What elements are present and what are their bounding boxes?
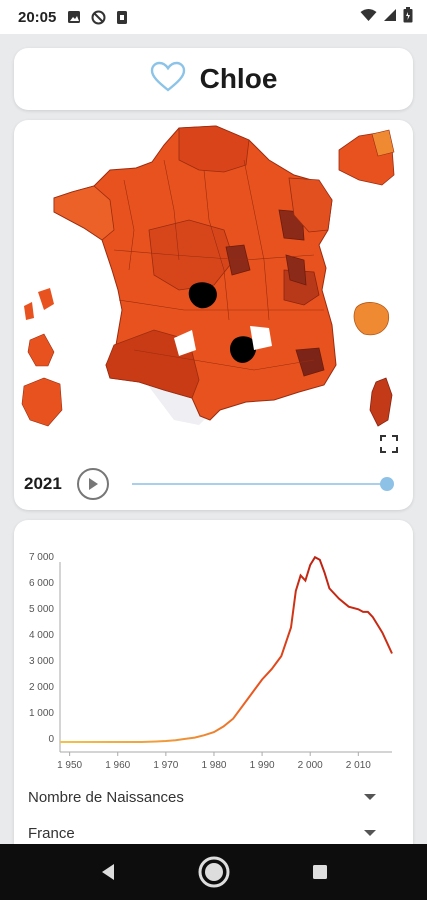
y-tick-label: 4 000 bbox=[29, 630, 54, 641]
image-icon bbox=[66, 9, 82, 25]
births-line-chart: 0 1 000 2 000 3 000 4 000 5 000 6 000 7 000 1 9… bbox=[29, 552, 393, 771]
status-time: 20:05 bbox=[18, 8, 57, 26]
play-button[interactable] bbox=[77, 468, 109, 500]
y-tick-label: 6 000 bbox=[29, 578, 54, 589]
wifi-icon bbox=[360, 8, 377, 27]
y-tick-label: 7 000 bbox=[29, 552, 54, 563]
france-choropleth-map[interactable] bbox=[14, 120, 413, 450]
x-tick-label: 2 010 bbox=[346, 760, 371, 771]
chevron-down-icon bbox=[364, 830, 376, 836]
status-bar: 20:05 bbox=[0, 0, 427, 34]
name-card: Chloe bbox=[14, 48, 413, 110]
x-tick-label: 1 960 bbox=[105, 760, 130, 771]
area-dropdown[interactable]: France bbox=[28, 820, 384, 846]
battery-icon bbox=[403, 6, 413, 28]
map-card: 2021 bbox=[14, 120, 413, 510]
back-triangle-icon bbox=[101, 864, 114, 880]
recents-square-icon bbox=[312, 865, 327, 879]
x-tick-label: 1 980 bbox=[201, 760, 226, 771]
area-dropdown-label: France bbox=[28, 824, 75, 842]
y-tick-label: 1 000 bbox=[29, 708, 54, 719]
chart-card: 0 1 000 2 000 3 000 4 000 5 000 6 000 7 000 1 9… bbox=[14, 520, 413, 860]
x-tick-label: 1 990 bbox=[250, 760, 275, 771]
home-button[interactable] bbox=[194, 852, 234, 892]
signal-icon bbox=[383, 8, 397, 27]
x-tick-label: 1 950 bbox=[57, 760, 82, 771]
play-icon bbox=[89, 478, 98, 490]
home-circle-icon bbox=[198, 856, 229, 888]
first-name-title: Chloe bbox=[199, 63, 278, 94]
recents-button[interactable] bbox=[300, 852, 340, 892]
y-tick-label: 5 000 bbox=[29, 604, 54, 615]
y-tick-label: 0 bbox=[48, 734, 54, 745]
x-tick-label: 2 000 bbox=[298, 760, 323, 771]
sync-blocked-icon bbox=[90, 9, 106, 25]
year-slider[interactable] bbox=[132, 476, 394, 492]
year-slider-thumb[interactable] bbox=[380, 477, 394, 491]
y-tick-label: 3 000 bbox=[29, 656, 54, 667]
metric-dropdown[interactable]: Nombre de Naissances bbox=[28, 784, 384, 810]
x-tick-label: 1 970 bbox=[153, 760, 178, 771]
fullscreen-icon[interactable] bbox=[379, 434, 399, 454]
metric-dropdown-label: Nombre de Naissances bbox=[28, 788, 184, 806]
back-button[interactable] bbox=[88, 852, 128, 892]
y-tick-label: 2 000 bbox=[29, 682, 54, 693]
series-line bbox=[60, 555, 393, 743]
year-slider-track bbox=[132, 483, 390, 485]
year-label: 2021 bbox=[24, 474, 62, 493]
chevron-down-icon bbox=[364, 794, 376, 800]
sim-card-icon bbox=[114, 9, 130, 25]
heart-outline-icon[interactable] bbox=[150, 61, 186, 98]
system-nav-bar bbox=[0, 844, 427, 900]
